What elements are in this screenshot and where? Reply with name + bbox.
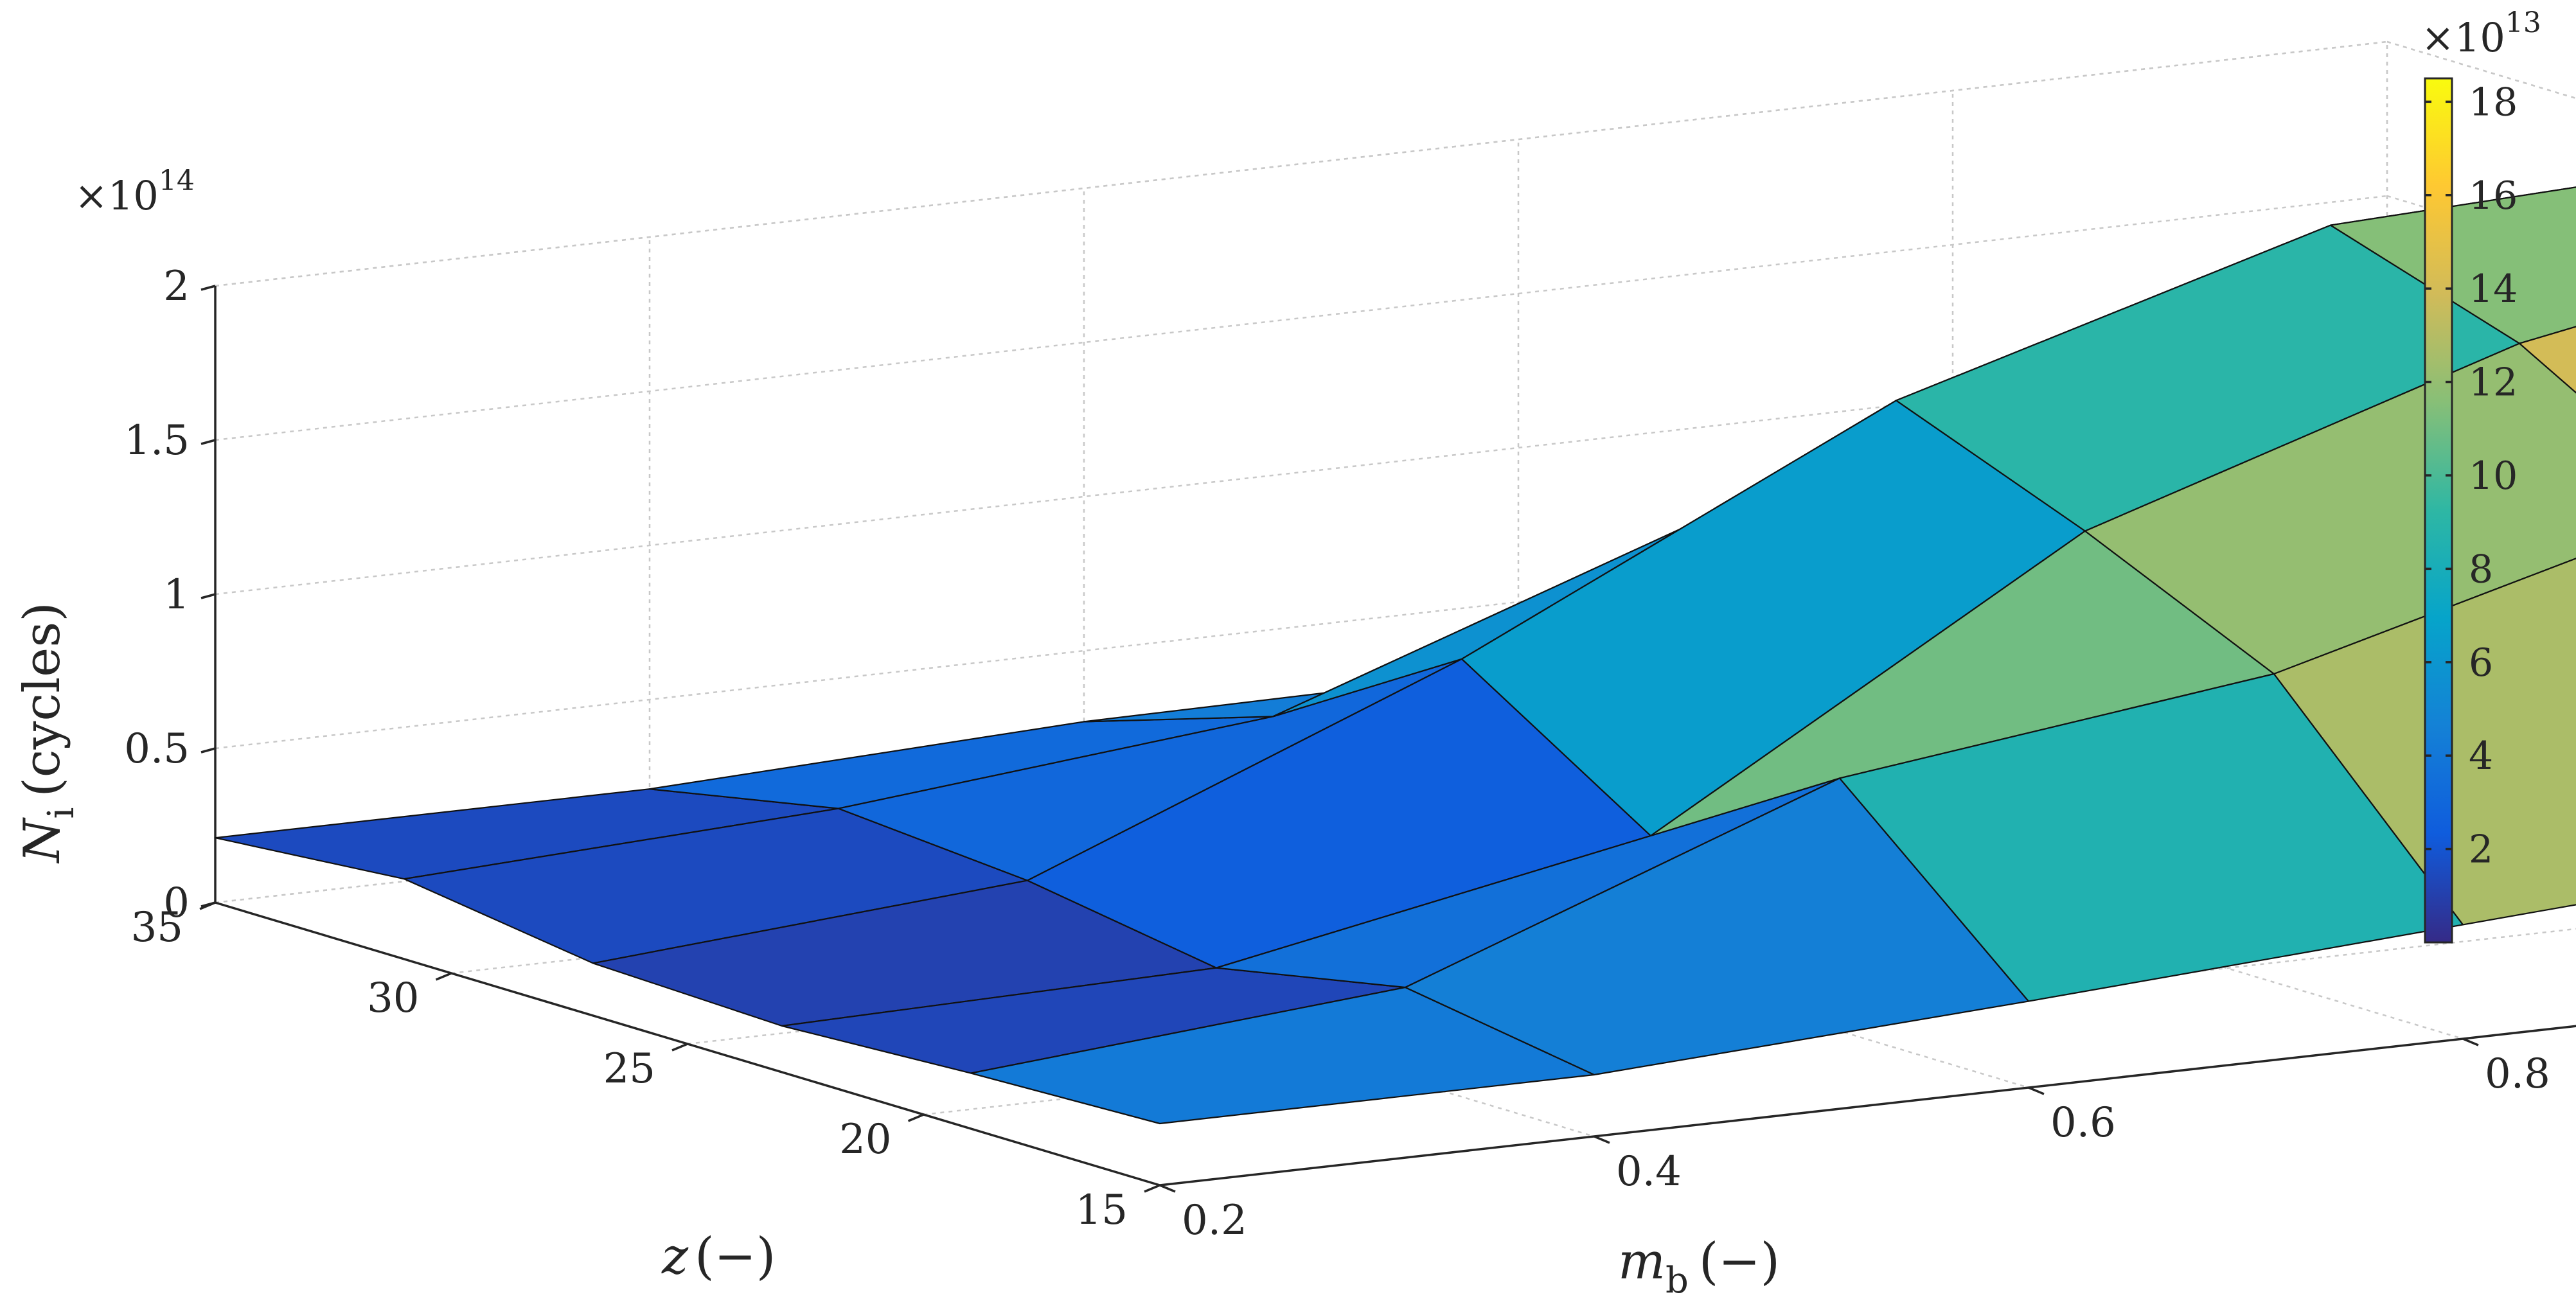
- y-tick-mark: [671, 1043, 688, 1052]
- colorbar-exponent-label: ×1013: [2421, 6, 2541, 61]
- z-axis-subscript: i: [40, 808, 82, 819]
- x-tick-mark: [2462, 1037, 2479, 1046]
- y-tick-label: 35: [131, 904, 183, 951]
- colorbar-tick-label: 18: [2469, 80, 2518, 125]
- colorbar-tick-label: 16: [2469, 173, 2518, 218]
- y-tick-mark: [1144, 1184, 1160, 1193]
- z-tick-label: 0.5: [124, 725, 190, 773]
- surface-face: [2329, 186, 2576, 344]
- x-tick-mark: [1594, 1135, 1610, 1144]
- y-tick-label: 20: [839, 1116, 891, 1163]
- y-tick-mark: [199, 901, 216, 910]
- y-axis-label: z (−): [661, 1228, 776, 1285]
- colorbar: 2 4 6 8 10 12 14 16 18: [2424, 77, 2518, 944]
- colorbar-gradient: [2424, 77, 2453, 944]
- y-axis-symbol: z: [661, 1228, 689, 1285]
- z-tick-label: 0: [163, 879, 190, 927]
- z-tick-label: 1: [163, 571, 190, 619]
- colorbar-tick-label: 10: [2469, 454, 2518, 499]
- colorbar-tick-label: 12: [2469, 360, 2518, 405]
- colorbar-tick-label: 6: [2469, 640, 2493, 685]
- z-tick-mark: [200, 593, 216, 599]
- svg-text:Ni(cycles): Ni (cycles): [13, 602, 82, 864]
- x-tick-label: 0.4: [1616, 1148, 1682, 1196]
- y-axis-unit: (−): [695, 1228, 776, 1285]
- z-tick-mark: [200, 747, 216, 754]
- x-tick-mark: [2028, 1086, 2045, 1095]
- z-axis-label: Ni (cycles): [13, 602, 82, 864]
- surface-face: [2518, 326, 2576, 394]
- colorbar-tick-label: 4: [2469, 734, 2493, 779]
- x-axis-label: mb (−): [1618, 1233, 1780, 1302]
- svg-text:mb(−): mb (−): [1618, 1233, 1780, 1302]
- y-tick-label: 15: [1076, 1187, 1128, 1234]
- grid-line: [215, 40, 2388, 287]
- z-axis-symbol: N: [13, 817, 71, 864]
- svg-text:z(−): z (−): [661, 1228, 776, 1285]
- colorbar-tick-label: 2: [2469, 827, 2493, 872]
- grid-line: [215, 195, 2388, 441]
- x-tick-label: 0.6: [2050, 1099, 2116, 1147]
- x-tick-label: 0.8: [2485, 1050, 2550, 1098]
- x-axis-unit: (−): [1699, 1233, 1780, 1291]
- z-tick-mark: [200, 439, 216, 445]
- x-tick-mark: [1159, 1184, 1176, 1193]
- y-tick-mark: [435, 972, 452, 981]
- z-tick-label: 2: [163, 263, 190, 310]
- z-exponent-label: ×1014: [75, 164, 195, 219]
- x-axis-line: [1159, 1025, 2576, 1187]
- y-tick-mark: [907, 1113, 925, 1122]
- colorbar-tick-label: 14: [2469, 267, 2518, 312]
- x-tick-label: 0.2: [1182, 1197, 1247, 1244]
- colorbar-ticks: 2 4 6 8 10 12 14 16 18: [2425, 80, 2518, 872]
- surface-plot: [214, 186, 2576, 1125]
- z-tick-mark: [200, 285, 216, 291]
- y-tick-label: 25: [603, 1045, 655, 1093]
- x-axis-symbol: m: [1618, 1233, 1666, 1291]
- colorbar-tick-label: 8: [2469, 547, 2493, 592]
- z-tick-label: 1.5: [124, 417, 190, 464]
- z-axis-unit: (cycles): [13, 602, 71, 797]
- y-tick-label: 30: [367, 975, 419, 1022]
- x-axis-subscript: b: [1666, 1260, 1689, 1302]
